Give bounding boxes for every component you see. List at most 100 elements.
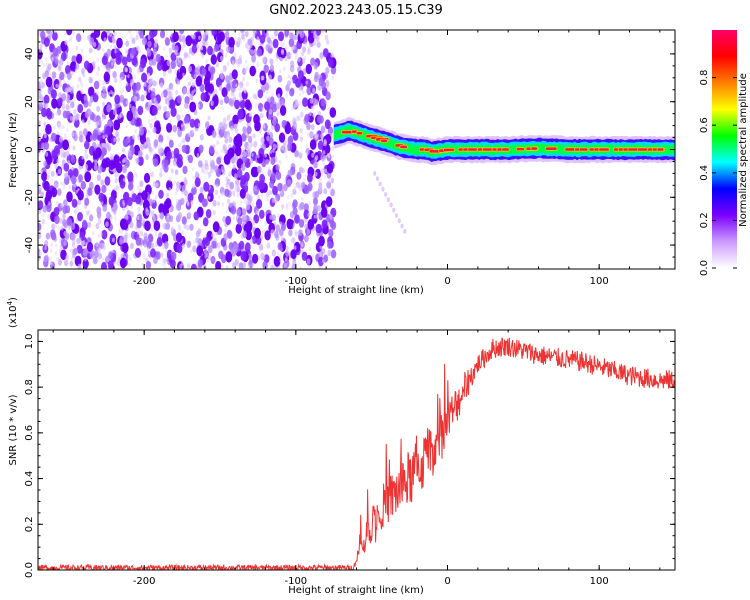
spectrogram-noise-cell — [292, 199, 298, 209]
spectrogram-noise-cell — [252, 253, 259, 264]
spectrogram-noise-cell — [97, 222, 100, 227]
spectrogram-noise-cell — [135, 30, 139, 35]
spectrogram-noise-cell — [92, 60, 96, 67]
spectrogram-noise-cell — [71, 198, 78, 208]
spectrogram-noise-cell — [212, 200, 217, 207]
spectrogram-noise-cell — [330, 177, 335, 184]
spectrogram-noise-cell — [230, 125, 234, 132]
spectrogram-noise-cell — [215, 77, 222, 88]
spectrogram-noise-cell — [219, 99, 224, 106]
spectrogram-noise-cell — [144, 220, 151, 232]
colorbar-ticks: 0.0 0.2 0.4 0.6 0.8 — [699, 70, 737, 276]
spectrogram-noise-cell — [175, 90, 179, 95]
spectrogram-noise-cell — [303, 177, 306, 182]
spectrogram-noise-cell — [245, 203, 250, 211]
spectrogram-noise-cell — [137, 105, 144, 116]
spectrogram-noise-cell — [302, 46, 307, 53]
spectrogram-noise-cell — [224, 95, 230, 104]
spectrogram-noise-cell — [197, 103, 201, 109]
spectrogram-noise-cell — [39, 82, 43, 87]
spectrogram-noise-cell — [323, 188, 328, 195]
spectrogram-noise-cell — [269, 180, 275, 189]
spectrogram-noise-cell — [62, 110, 68, 119]
spectrogram-noise-cell — [245, 220, 253, 232]
spectrogram-noise-cell — [264, 230, 271, 241]
spectrogram-noise-cell — [186, 90, 191, 96]
spectrogram-noise-cell — [253, 185, 258, 192]
spectrogram-noise-cell — [162, 258, 165, 264]
spectrogram-noise-cell — [210, 255, 216, 265]
spectrogram-noise-cell — [103, 71, 111, 83]
spectrogram-noise-cell — [251, 202, 255, 208]
spectrogram-noise-cell — [156, 134, 159, 139]
spectrogram-noise-cell — [101, 102, 105, 108]
spectrogram-noise-cell — [184, 102, 188, 109]
spectrogram-noise-cell — [280, 41, 283, 47]
spectrogram-noise-cell — [191, 129, 194, 134]
spectrogram-noise-cell — [135, 194, 142, 205]
spectrogram-noise-cell — [46, 174, 50, 180]
spectrogram-noise-cell — [160, 92, 165, 98]
spectrogram-noise-cell — [257, 180, 264, 190]
spectrogram-noise-cell — [293, 104, 296, 109]
spectrogram-noise-cell — [95, 147, 102, 159]
spectrogram-noise-cell — [88, 119, 92, 125]
spectrogram-noise-cell — [154, 38, 158, 44]
spectrogram-noise-cell — [277, 31, 285, 42]
spectrogram-noise-cell — [155, 53, 161, 63]
spectrogram-noise-cell — [299, 202, 305, 210]
spectrogram-noise-cell — [284, 123, 291, 135]
spectrogram-noise-cell — [217, 140, 220, 145]
spectrogram-noise-cell — [256, 36, 260, 41]
spectrogram-noise-cell — [296, 171, 302, 180]
spectrogram-noise-cell — [318, 186, 323, 192]
spectrogram-noise-cell — [82, 219, 87, 228]
spectrogram-noise-cell — [168, 119, 172, 124]
spectrogram-noise-cell — [226, 198, 231, 205]
spectrogram-noise-cell — [224, 188, 230, 197]
spectrogram-noise-cell — [226, 114, 231, 121]
spectrogram-noise-cell — [217, 134, 221, 140]
spectrogram-noise-cell — [67, 61, 70, 66]
spectrogram-noise-cell — [255, 210, 259, 215]
spectrogram-noise-cell — [145, 207, 148, 212]
spectrogram-noise-cell — [235, 133, 242, 144]
spectrogram-noise-cell — [72, 31, 76, 36]
spectrogram-noise-cell — [89, 181, 94, 190]
spectrogram-noise-cell — [179, 30, 185, 35]
spectrogram-noise-cell — [159, 211, 164, 220]
colorbar: 0.0 0.2 0.4 0.6 0.8 Normalized spectral ampl… — [699, 30, 749, 276]
spectrogram-noise-cell — [231, 69, 238, 80]
colorbar-label: Normalized spectral amplitude — [738, 73, 749, 227]
spectrogram-noise-cell — [118, 103, 121, 108]
spectrogram-noise-cell — [290, 79, 294, 84]
spectrogram-noise-cell — [125, 124, 129, 129]
spectrogram-noise-cell — [218, 250, 224, 260]
spectrogram-noise-cell — [221, 202, 225, 207]
spectrogram-noise-cell — [313, 160, 318, 169]
spectrogram-noise-cell — [125, 40, 130, 47]
spectrogram-noise-cell — [261, 75, 265, 81]
spectrogram-noise-cell — [182, 56, 186, 61]
spectrogram-noise-cell — [128, 103, 132, 109]
spectrogram-noise-cell — [102, 92, 107, 100]
snr-y-multiplier-prefix: (x10 — [8, 305, 19, 328]
spectrogram-noise-region — [38, 30, 407, 269]
spectrogram-noise-cell — [279, 221, 283, 227]
spectrogram-noise-cell — [129, 34, 133, 39]
snr-x-ticks: -200 -100 0 100 — [52, 330, 661, 587]
spectrogram-noise-cell — [244, 242, 251, 252]
spectrogram-noise-cell — [250, 49, 254, 55]
spectrogram-noise-cell — [198, 122, 201, 128]
spectrogram-noise-cell — [289, 52, 292, 58]
spectrogram-noise-cell — [59, 71, 65, 81]
spectrogram-noise-cell — [148, 100, 151, 105]
spectrogram-noise-cell — [76, 206, 80, 211]
spectrogram-noise-cell — [239, 85, 243, 91]
spectrogram-noise-cell — [127, 172, 134, 182]
spectrogram-noise-cell — [83, 99, 89, 108]
spectrogram-noise-cell — [194, 67, 200, 75]
spectrogram-noise-cell — [115, 162, 123, 174]
spectrogram-noise-cell — [182, 42, 186, 48]
spectrogram-noise-cell — [195, 170, 199, 177]
